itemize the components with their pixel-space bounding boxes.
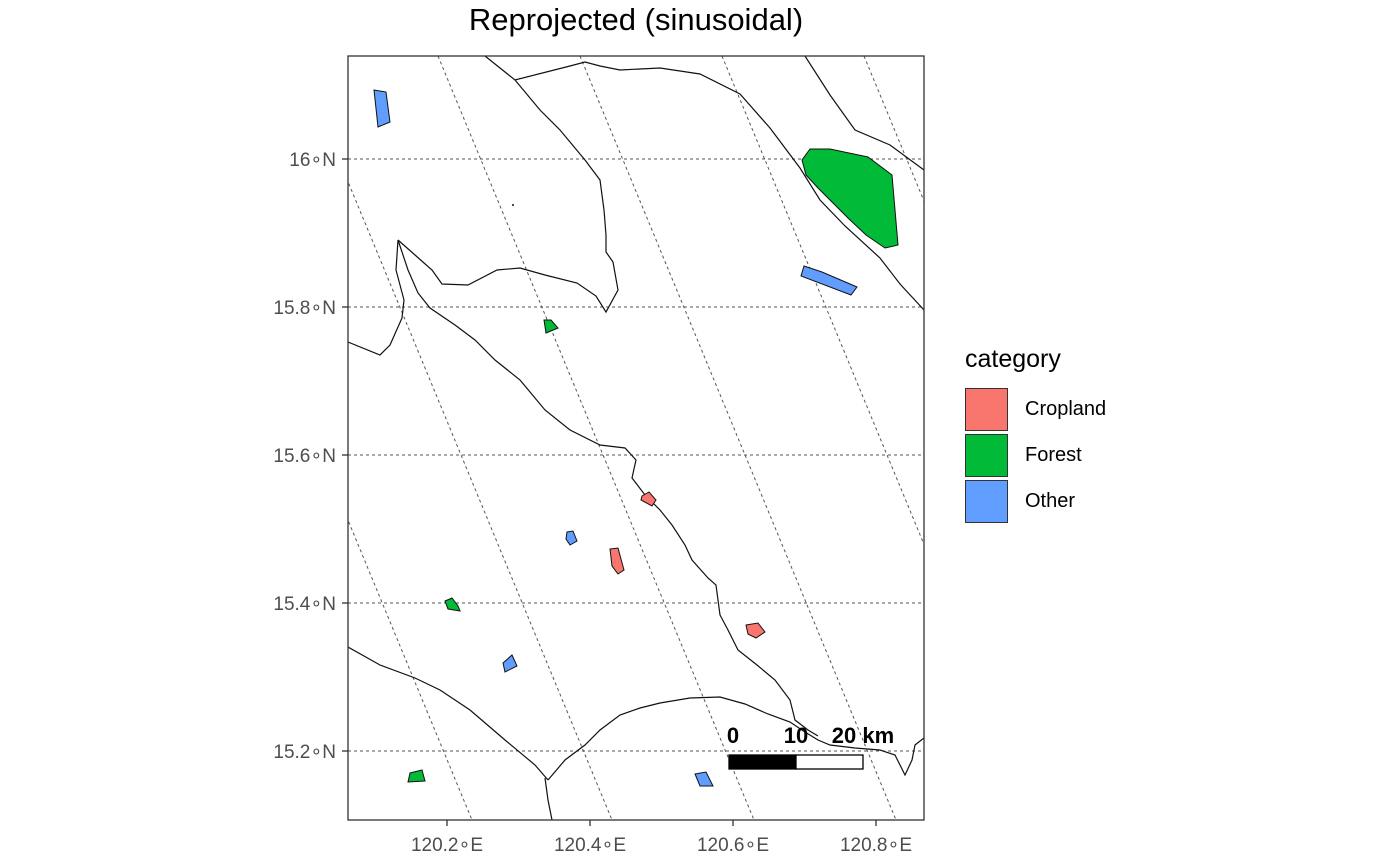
polygon-forest <box>543 319 559 334</box>
y-tick-label: 16∘N <box>289 150 336 171</box>
x-axis <box>446 820 877 826</box>
polygon-cropland <box>745 622 766 639</box>
admin-boundaries <box>348 56 924 820</box>
y-tick-label: 15.2∘N <box>273 742 336 763</box>
legend-item-forest: Forest <box>965 432 1106 478</box>
boundary-southwest <box>348 646 549 781</box>
y-tick-label: 15.8∘N <box>273 298 336 319</box>
land-cover-polygons <box>373 89 899 787</box>
point-marker <box>512 204 514 206</box>
boundary-south-coast <box>547 696 924 781</box>
scale-bar-segment-dark <box>728 754 797 770</box>
legend-swatch-forest <box>965 433 1008 477</box>
legend-swatch-other <box>965 479 1008 523</box>
boundary-central-loop <box>397 79 619 314</box>
y-tick-label: 15.4∘N <box>273 594 336 615</box>
y-axis <box>342 158 348 752</box>
polygon-other <box>373 89 391 128</box>
legend-label: Forest <box>1025 443 1082 466</box>
legend: category Cropland Forest Other <box>965 345 1106 524</box>
x-tick-label: 120.4∘E <box>554 835 626 856</box>
boundary-northeast <box>804 56 924 171</box>
boundary-south-stub <box>544 777 553 820</box>
polygon-other <box>800 265 858 296</box>
legend-title: category <box>965 345 1061 373</box>
map-panel-border <box>347 55 925 821</box>
x-tick-label: 120.6∘E <box>697 835 769 856</box>
boundary-west-branch <box>348 239 405 356</box>
x-tick-label: 120.8∘E <box>840 835 912 856</box>
boundary-north-ridge <box>484 56 924 311</box>
legend-item-cropland: Cropland <box>965 386 1106 432</box>
y-tick-label: 15.6∘N <box>273 446 336 467</box>
map-title: Reprojected (sinusoidal) <box>468 2 804 37</box>
scale-bar-label: 10 <box>784 723 808 748</box>
scale-bar-label: 0 <box>727 723 739 748</box>
x-tick-label: 120.2∘E <box>411 835 483 856</box>
legend-label: Other <box>1025 489 1076 512</box>
legend-item-other: Other <box>965 478 1106 524</box>
polygon-cropland <box>609 547 625 575</box>
legend-swatch-cropland <box>965 387 1008 431</box>
polygon-forest <box>801 148 899 249</box>
scale-bar-label: 20 km <box>832 723 894 748</box>
polygon-other <box>694 771 714 787</box>
polygon-forest <box>407 769 426 783</box>
polygon-other <box>502 654 518 673</box>
scale-bar-segment-light <box>795 754 864 770</box>
legend-label: Cropland <box>1025 397 1107 420</box>
scale-bar: 0 10 20 km <box>727 723 894 770</box>
polygon-other <box>565 530 578 546</box>
polygon-forest <box>444 597 461 612</box>
polygon-cropland <box>640 491 657 507</box>
